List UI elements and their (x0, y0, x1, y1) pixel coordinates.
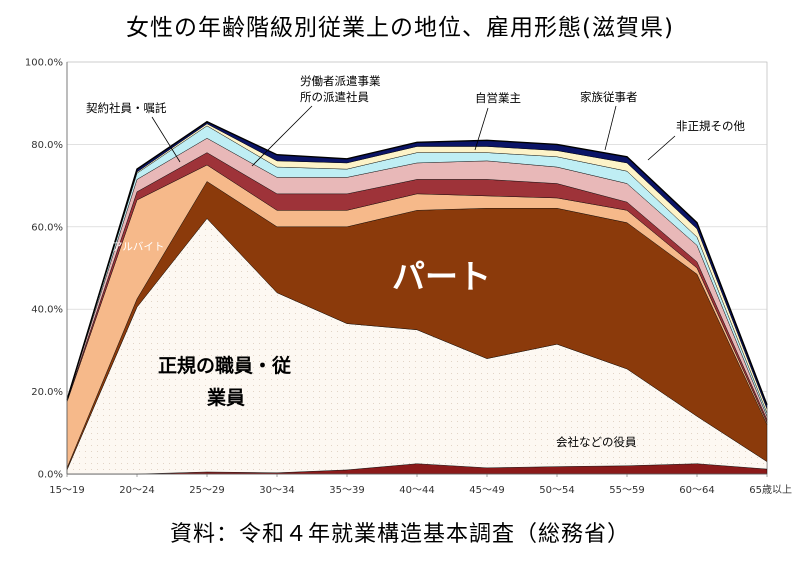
chart-title: 女性の年齢階級別従業上の地位、雇用形態(滋賀県) (126, 15, 674, 41)
area-outline (66, 120, 768, 406)
x-tick-label: 25〜29 (189, 485, 224, 496)
x-tick-label: 15〜19 (49, 485, 84, 496)
label-other: 非正規その他 (676, 119, 745, 133)
y-tick-label: 20.0% (31, 387, 63, 398)
label-part: パート (392, 257, 491, 296)
x-tick-label: 65歳以上 (749, 484, 792, 496)
y-tick-label: 40.0% (31, 305, 63, 316)
label-regular-1: 正規の職員・従 (158, 354, 291, 377)
leader-family (604, 105, 617, 151)
source-note: 資料：令和４年就業構造基本調査（総務省） (169, 522, 630, 547)
label-dispatch-1: 労働者派遣事業 (300, 74, 381, 88)
x-tick-label: 20〜24 (119, 485, 154, 496)
x-tick-label: 35〜39 (329, 485, 364, 496)
label-dispatch-2: 所の派遣社員 (300, 90, 369, 104)
label-contract: 契約社員・嘱託 (86, 101, 167, 115)
x-tick-label: 55〜59 (609, 485, 644, 496)
y-tick-label: 60.0% (31, 222, 63, 233)
x-tick-label: 60〜64 (679, 485, 714, 496)
leader-contract (151, 116, 181, 163)
x-tick-label: 40〜44 (399, 485, 434, 496)
x-tick-label: 45〜49 (469, 485, 504, 496)
leader-dispatch (251, 105, 313, 167)
label-officer: 会社などの役員 (556, 435, 637, 449)
leader-other (647, 135, 676, 161)
x-tick-label: 30〜34 (259, 485, 294, 496)
leader-self (474, 107, 489, 151)
y-tick-label: 0.0% (38, 470, 63, 481)
label-family: 家族従事者 (580, 90, 638, 104)
x-tick-label: 50〜54 (539, 485, 574, 496)
y-tick-label: 100.0% (25, 58, 63, 69)
label-arbeit: アルバイト (112, 241, 164, 253)
y-tick-label: 80.0% (31, 140, 63, 151)
label-regular-2: 業員 (206, 386, 245, 409)
label-self: 自営業主 (475, 91, 521, 105)
